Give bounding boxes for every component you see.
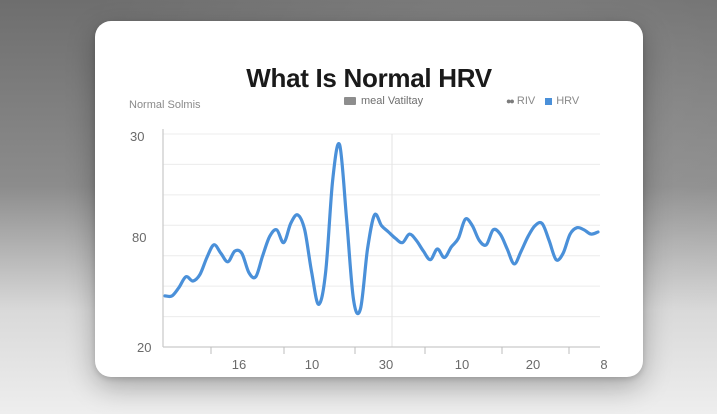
legend-middle-label: meal Vatiltay bbox=[361, 95, 424, 107]
x-tick-label: 16 bbox=[232, 357, 246, 372]
y-tick-label: 20 bbox=[137, 340, 151, 355]
series-line-hrv bbox=[163, 141, 600, 316]
x-ticks bbox=[210, 347, 570, 354]
x-tick-label: 10 bbox=[455, 357, 469, 372]
legend-left-label: Normal Solmis bbox=[129, 99, 201, 111]
gridlines bbox=[163, 133, 600, 348]
axes bbox=[162, 129, 600, 348]
x-tick-label: 30 bbox=[379, 357, 393, 372]
legend-right-label-a: RIV bbox=[516, 95, 536, 107]
legend-dots-icon: ●● bbox=[506, 96, 515, 106]
legend-middle: meal Vatiltay bbox=[344, 95, 423, 107]
legend-blue-swatch bbox=[545, 97, 553, 105]
chart-card: What Is Normal HRV Normal Solmis meal Va… bbox=[95, 21, 643, 377]
y-tick-labels: 30 80 20 bbox=[130, 129, 151, 355]
y-tick-label: 30 bbox=[130, 129, 144, 144]
line-chart: 30 80 20 16 10 30 10 20 8 bbox=[130, 129, 608, 372]
y-tick-label: 80 bbox=[132, 230, 146, 245]
x-tick-labels: 16 10 30 10 20 8 bbox=[232, 357, 608, 372]
chart-title: What Is Normal HRV bbox=[246, 63, 492, 93]
series-group bbox=[163, 141, 600, 316]
legend-gray-swatch bbox=[344, 97, 356, 105]
legend-right: ●● RIV HRV bbox=[506, 95, 579, 107]
x-tick-label: 8 bbox=[600, 357, 607, 372]
legend-right-label-b: HRV bbox=[556, 95, 580, 107]
x-tick-label: 10 bbox=[305, 357, 319, 372]
x-tick-label: 20 bbox=[526, 357, 540, 372]
